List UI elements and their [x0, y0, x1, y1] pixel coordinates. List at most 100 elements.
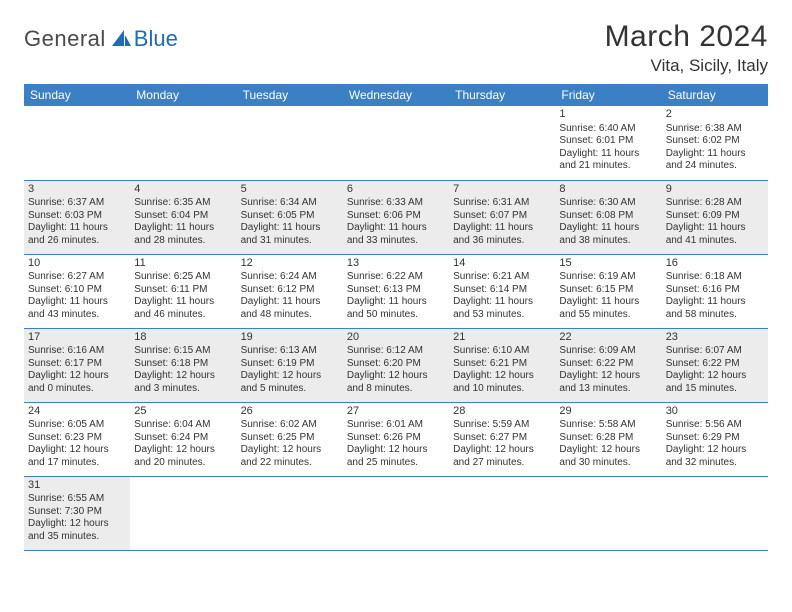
daylight-text: Daylight: 11 hours and 28 minutes. — [134, 222, 232, 247]
month-title: March 2024 — [605, 20, 768, 54]
calendar-table: Sunday Monday Tuesday Wednesday Thursday… — [24, 84, 768, 551]
calendar-row: 1Sunrise: 6:40 AMSunset: 6:01 PMDaylight… — [24, 106, 768, 180]
daylight-text: Daylight: 12 hours and 8 minutes. — [347, 370, 445, 395]
sunrise-text: Sunrise: 5:58 AM — [559, 419, 657, 432]
calendar-cell: 12Sunrise: 6:24 AMSunset: 6:12 PMDayligh… — [237, 254, 343, 328]
sunset-text: Sunset: 6:08 PM — [559, 210, 657, 223]
calendar-cell: 27Sunrise: 6:01 AMSunset: 6:26 PMDayligh… — [343, 402, 449, 476]
calendar-cell: 17Sunrise: 6:16 AMSunset: 6:17 PMDayligh… — [24, 328, 130, 402]
sunrise-text: Sunrise: 6:21 AM — [453, 271, 551, 284]
sunset-text: Sunset: 6:05 PM — [241, 210, 339, 223]
daylight-text: Daylight: 12 hours and 27 minutes. — [453, 444, 551, 469]
daylight-text: Daylight: 12 hours and 15 minutes. — [666, 370, 764, 395]
sunrise-text: Sunrise: 6:27 AM — [28, 271, 126, 284]
calendar-row: 3Sunrise: 6:37 AMSunset: 6:03 PMDaylight… — [24, 180, 768, 254]
daylight-text: Daylight: 11 hours and 31 minutes. — [241, 222, 339, 247]
sunrise-text: Sunrise: 6:05 AM — [28, 419, 126, 432]
sunrise-text: Sunrise: 6:33 AM — [347, 197, 445, 210]
daylight-text: Daylight: 11 hours and 21 minutes. — [559, 148, 657, 173]
daylight-text: Daylight: 11 hours and 24 minutes. — [666, 148, 764, 173]
calendar-cell — [24, 106, 130, 180]
day-number: 30 — [666, 405, 764, 419]
calendar-cell — [130, 476, 236, 550]
sunrise-text: Sunrise: 6:19 AM — [559, 271, 657, 284]
calendar-cell: 23Sunrise: 6:07 AMSunset: 6:22 PMDayligh… — [662, 328, 768, 402]
daylight-text: Daylight: 11 hours and 41 minutes. — [666, 222, 764, 247]
sunset-text: Sunset: 6:16 PM — [666, 284, 764, 297]
daylight-text: Daylight: 11 hours and 26 minutes. — [28, 222, 126, 247]
sunset-text: Sunset: 6:25 PM — [241, 432, 339, 445]
sunset-text: Sunset: 6:29 PM — [666, 432, 764, 445]
calendar-cell: 4Sunrise: 6:35 AMSunset: 6:04 PMDaylight… — [130, 180, 236, 254]
daylight-text: Daylight: 11 hours and 55 minutes. — [559, 296, 657, 321]
calendar-cell — [237, 476, 343, 550]
sunrise-text: Sunrise: 6:22 AM — [347, 271, 445, 284]
sunset-text: Sunset: 6:22 PM — [666, 358, 764, 371]
daylight-text: Daylight: 11 hours and 46 minutes. — [134, 296, 232, 321]
calendar-cell: 20Sunrise: 6:12 AMSunset: 6:20 PMDayligh… — [343, 328, 449, 402]
sunset-text: Sunset: 6:10 PM — [28, 284, 126, 297]
calendar-cell — [237, 106, 343, 180]
day-number: 22 — [559, 331, 657, 345]
sunrise-text: Sunrise: 6:24 AM — [241, 271, 339, 284]
daylight-text: Daylight: 11 hours and 53 minutes. — [453, 296, 551, 321]
weekday-header: Wednesday — [343, 84, 449, 106]
day-number: 17 — [28, 331, 126, 345]
daylight-text: Daylight: 11 hours and 50 minutes. — [347, 296, 445, 321]
day-number: 8 — [559, 183, 657, 197]
sunrise-text: Sunrise: 6:35 AM — [134, 197, 232, 210]
calendar-cell — [130, 106, 236, 180]
weekday-header-row: Sunday Monday Tuesday Wednesday Thursday… — [24, 84, 768, 106]
daylight-text: Daylight: 12 hours and 25 minutes. — [347, 444, 445, 469]
day-number: 9 — [666, 183, 764, 197]
sunrise-text: Sunrise: 6:13 AM — [241, 345, 339, 358]
title-block: March 2024 Vita, Sicily, Italy — [605, 20, 768, 76]
sunset-text: Sunset: 6:22 PM — [559, 358, 657, 371]
day-number: 4 — [134, 183, 232, 197]
sunrise-text: Sunrise: 6:16 AM — [28, 345, 126, 358]
day-number: 27 — [347, 405, 445, 419]
day-number: 1 — [559, 108, 657, 122]
sunset-text: Sunset: 6:24 PM — [134, 432, 232, 445]
day-number: 13 — [347, 257, 445, 271]
weekday-header: Thursday — [449, 84, 555, 106]
sunrise-text: Sunrise: 6:15 AM — [134, 345, 232, 358]
sunrise-text: Sunrise: 6:10 AM — [453, 345, 551, 358]
sunset-text: Sunset: 6:07 PM — [453, 210, 551, 223]
calendar-cell: 10Sunrise: 6:27 AMSunset: 6:10 PMDayligh… — [24, 254, 130, 328]
sunrise-text: Sunrise: 5:59 AM — [453, 419, 551, 432]
calendar-cell — [555, 476, 661, 550]
day-number: 2 — [666, 108, 764, 122]
sunset-text: Sunset: 6:11 PM — [134, 284, 232, 297]
calendar-cell: 3Sunrise: 6:37 AMSunset: 6:03 PMDaylight… — [24, 180, 130, 254]
calendar-cell: 15Sunrise: 6:19 AMSunset: 6:15 PMDayligh… — [555, 254, 661, 328]
calendar-cell: 24Sunrise: 6:05 AMSunset: 6:23 PMDayligh… — [24, 402, 130, 476]
day-number: 24 — [28, 405, 126, 419]
calendar-cell: 2Sunrise: 6:38 AMSunset: 6:02 PMDaylight… — [662, 106, 768, 180]
daylight-text: Daylight: 11 hours and 58 minutes. — [666, 296, 764, 321]
calendar-cell: 18Sunrise: 6:15 AMSunset: 6:18 PMDayligh… — [130, 328, 236, 402]
sunrise-text: Sunrise: 6:34 AM — [241, 197, 339, 210]
daylight-text: Daylight: 11 hours and 36 minutes. — [453, 222, 551, 247]
calendar-cell: 5Sunrise: 6:34 AMSunset: 6:05 PMDaylight… — [237, 180, 343, 254]
calendar-cell — [343, 106, 449, 180]
sunset-text: Sunset: 6:26 PM — [347, 432, 445, 445]
calendar-cell — [343, 476, 449, 550]
daylight-text: Daylight: 12 hours and 0 minutes. — [28, 370, 126, 395]
logo-text-general: General — [24, 26, 106, 52]
daylight-text: Daylight: 12 hours and 3 minutes. — [134, 370, 232, 395]
sunrise-text: Sunrise: 6:01 AM — [347, 419, 445, 432]
day-number: 26 — [241, 405, 339, 419]
calendar-cell: 28Sunrise: 5:59 AMSunset: 6:27 PMDayligh… — [449, 402, 555, 476]
sunset-text: Sunset: 6:28 PM — [559, 432, 657, 445]
calendar-cell: 25Sunrise: 6:04 AMSunset: 6:24 PMDayligh… — [130, 402, 236, 476]
calendar-cell — [662, 476, 768, 550]
sunset-text: Sunset: 6:21 PM — [453, 358, 551, 371]
sunrise-text: Sunrise: 6:25 AM — [134, 271, 232, 284]
daylight-text: Daylight: 12 hours and 32 minutes. — [666, 444, 764, 469]
sunrise-text: Sunrise: 5:56 AM — [666, 419, 764, 432]
day-number: 21 — [453, 331, 551, 345]
day-number: 3 — [28, 183, 126, 197]
calendar-cell: 9Sunrise: 6:28 AMSunset: 6:09 PMDaylight… — [662, 180, 768, 254]
daylight-text: Daylight: 12 hours and 22 minutes. — [241, 444, 339, 469]
